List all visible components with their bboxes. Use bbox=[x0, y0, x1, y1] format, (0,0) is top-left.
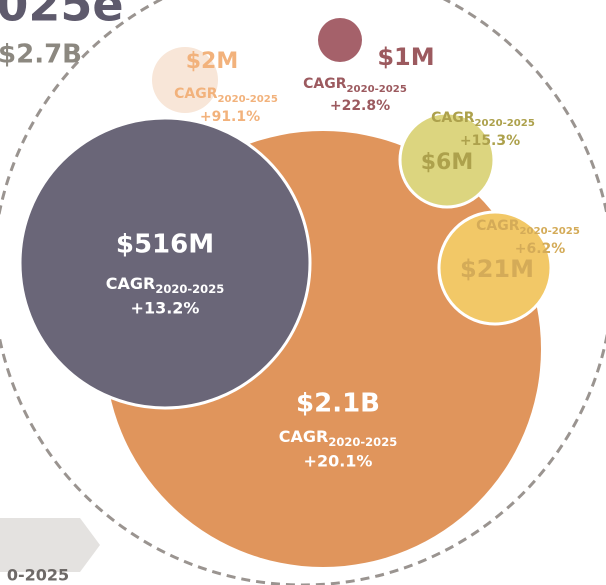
bubble bbox=[398, 111, 496, 209]
cagr-value: +13.2% bbox=[131, 299, 200, 318]
cagr-text: CAGR bbox=[279, 427, 329, 446]
cagr-period: 2020-2025 bbox=[218, 94, 278, 105]
cagr-value: +6.2% bbox=[515, 241, 566, 257]
footer: 0-2025 bbox=[7, 566, 69, 585]
bubble bbox=[437, 210, 553, 326]
cagr-period: 2020-2025 bbox=[347, 84, 407, 95]
total: $2.7B bbox=[0, 40, 82, 70]
cagr-value: +20.1% bbox=[304, 452, 373, 471]
bubble-value: $516M bbox=[116, 230, 214, 260]
cagr-period: 2020-2025 bbox=[475, 118, 535, 129]
cagr-text: CAGR bbox=[174, 86, 218, 102]
bubble-value: $1M bbox=[377, 43, 434, 71]
bubble-value: $21M bbox=[460, 255, 534, 283]
bubble-value: $2M bbox=[186, 49, 239, 74]
cagr-period: 2020-2025 bbox=[520, 226, 580, 237]
cagr-value: +91.1% bbox=[200, 109, 260, 125]
cagr-value: +15.3% bbox=[460, 133, 520, 149]
cagr-period: 2020-2025 bbox=[328, 435, 397, 449]
cagr-label: CAGR2020-2025 bbox=[174, 86, 278, 105]
arrow bbox=[0, 518, 100, 572]
cagr-period: 2020-2025 bbox=[155, 282, 224, 296]
bubble bbox=[152, 47, 218, 113]
cagr-label: CAGR2020-2025 bbox=[476, 218, 580, 237]
bubble-value: $2.1B bbox=[296, 389, 380, 419]
cagr-label: CAGR2020-2025 bbox=[303, 76, 407, 95]
cagr-text: CAGR bbox=[106, 274, 156, 293]
cagr-label: CAGR2020-2025 bbox=[431, 110, 535, 129]
cagr-text: CAGR bbox=[303, 76, 347, 92]
title: 025e bbox=[0, 0, 124, 32]
cagr-label: CAGR2020-2025 bbox=[106, 274, 224, 296]
cagr-text: CAGR bbox=[431, 110, 475, 126]
bubble bbox=[18, 116, 312, 410]
cagr-value: +22.8% bbox=[330, 98, 390, 114]
bubble bbox=[318, 18, 362, 62]
bubble-value: $6M bbox=[421, 150, 474, 175]
cagr-label: CAGR2020-2025 bbox=[279, 427, 397, 449]
cagr-text: CAGR bbox=[476, 218, 520, 234]
